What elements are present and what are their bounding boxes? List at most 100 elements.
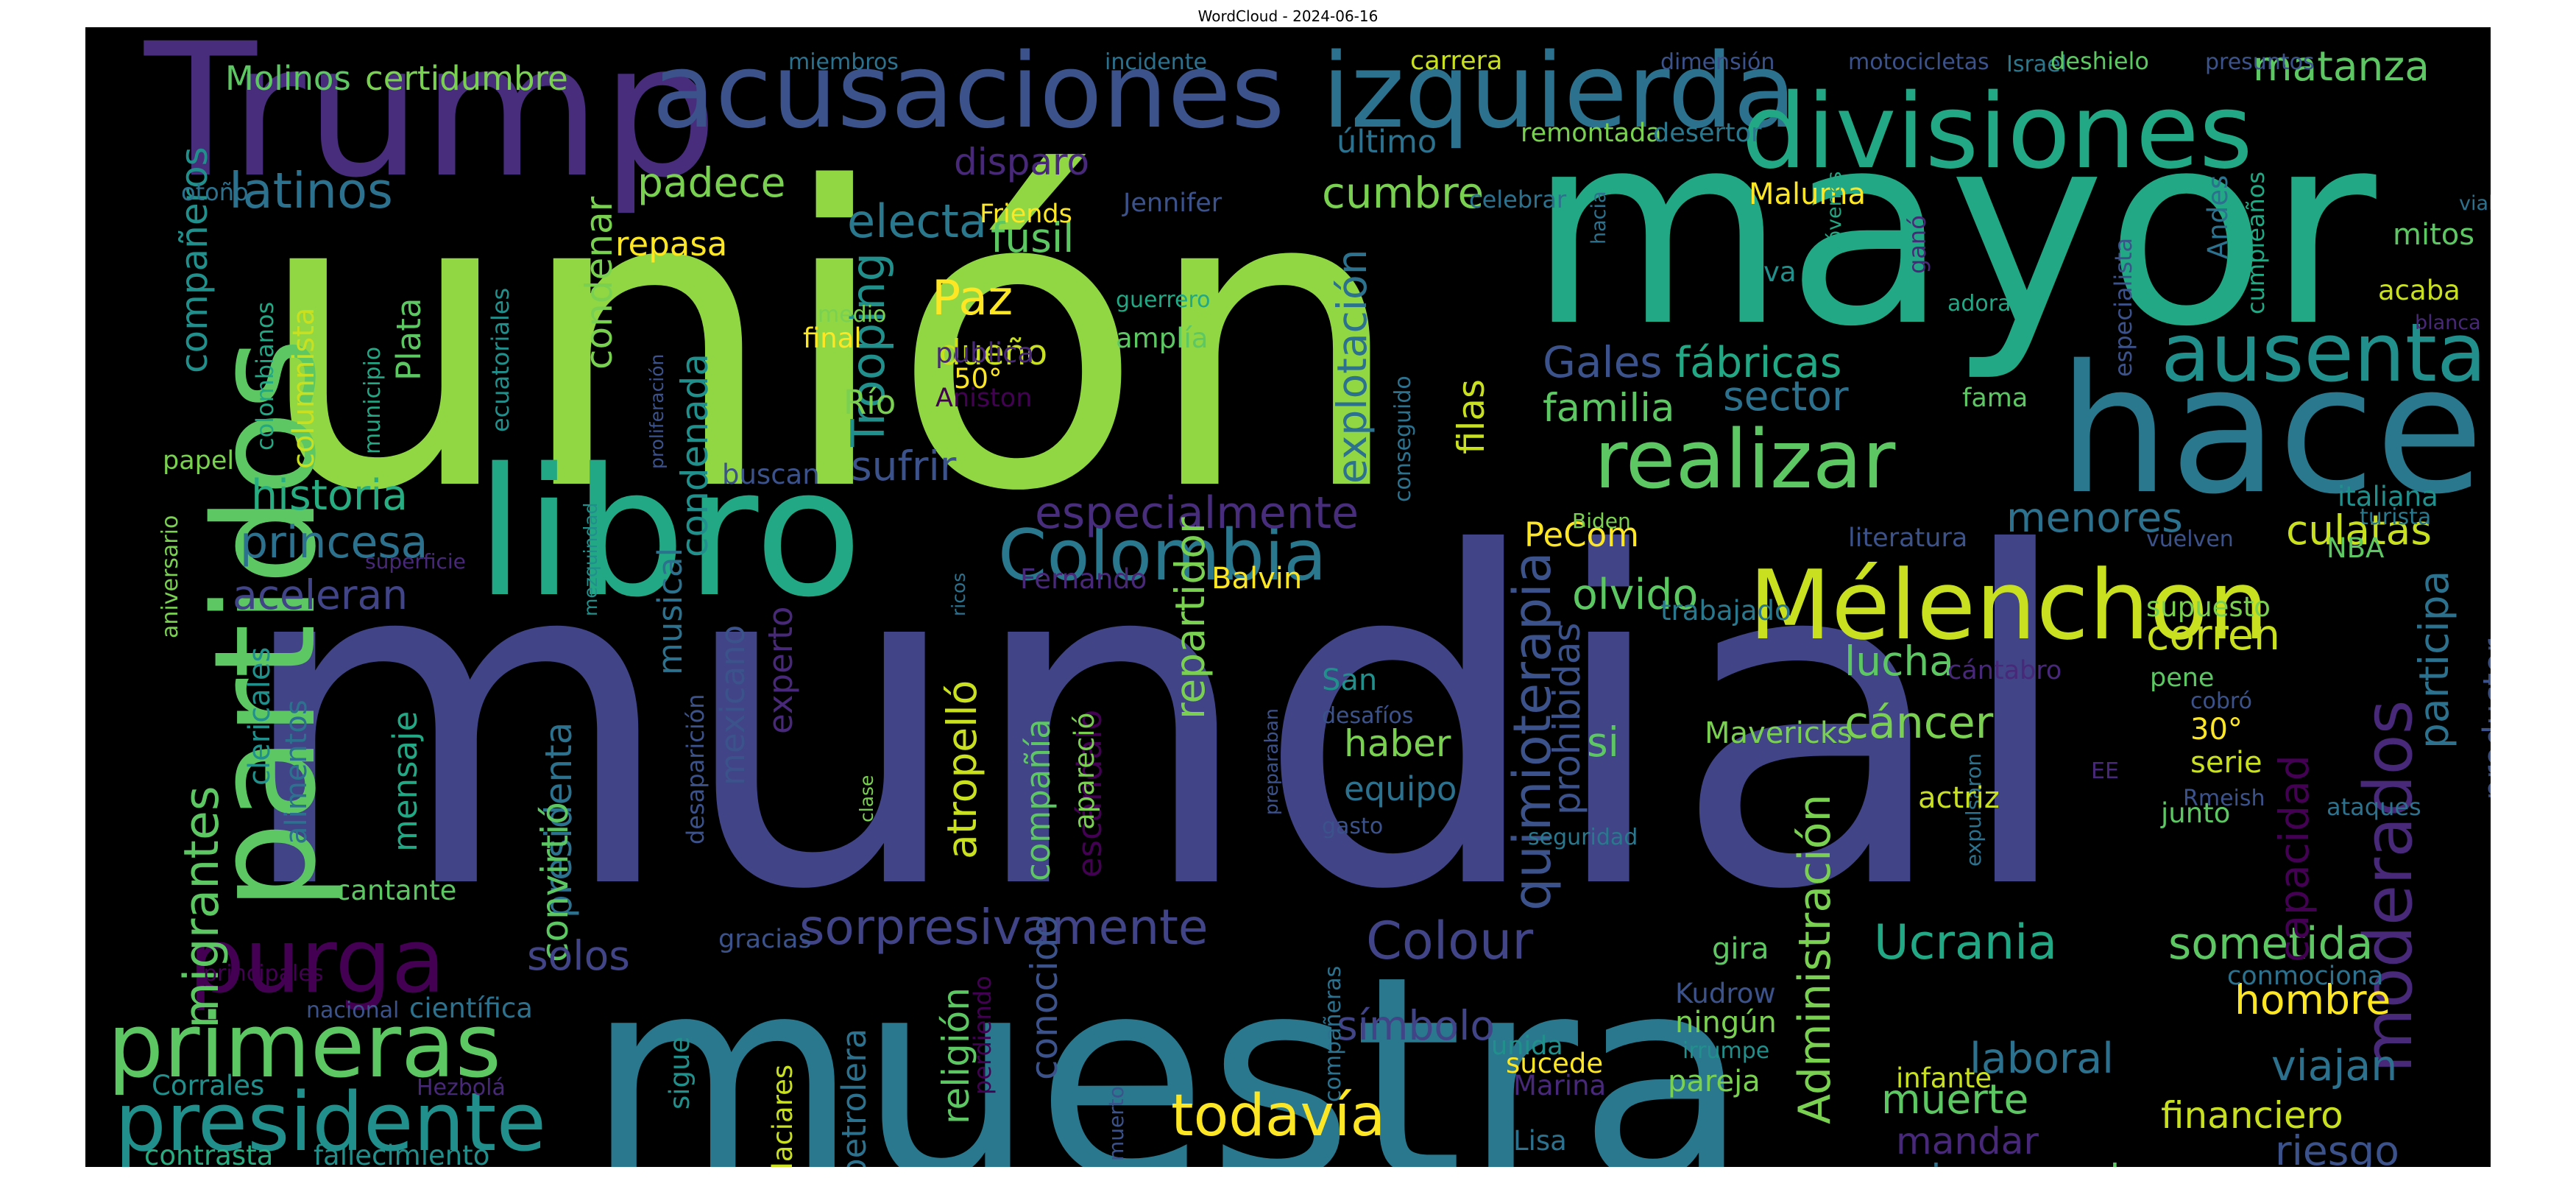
- word-23: Administración: [1789, 794, 1841, 1124]
- word-3: mayor: [1528, 76, 2379, 384]
- word-195: deshielo: [2050, 47, 2149, 75]
- word-6: partidos: [184, 338, 347, 911]
- word-138: ricos: [948, 573, 969, 616]
- word-115: jóvenes: [1823, 172, 1846, 249]
- word-32: historia: [251, 471, 408, 520]
- word-71: condenada: [673, 353, 716, 557]
- word-48: lucha: [1844, 638, 1954, 685]
- word-76: mexicano: [713, 625, 752, 786]
- word-178: compañeras: [1320, 966, 1346, 1102]
- word-38: cumbre: [1322, 168, 1484, 218]
- word-161: apareció: [1069, 713, 1100, 830]
- word-96: dueño: [939, 333, 1047, 373]
- word-39: Gales: [1543, 337, 1663, 387]
- word-60: cierran: [1911, 1157, 2039, 1167]
- word-18: moderados: [2350, 700, 2427, 1073]
- word-67: compañía: [1019, 719, 1058, 881]
- word-93: proliferación: [646, 354, 668, 469]
- word-116: hacia: [1588, 191, 1610, 244]
- word-128: buscan: [722, 459, 820, 490]
- word-174: glaciares: [767, 1065, 799, 1167]
- word-135: NBA: [2326, 532, 2384, 564]
- word-153: si: [1587, 719, 1619, 766]
- word-144: 30°: [2190, 713, 2243, 747]
- word-121: amplía: [1116, 322, 1208, 354]
- word-131: literatura: [1848, 523, 1967, 553]
- word-184: pareja: [1668, 1065, 1761, 1098]
- word-70: presidenta: [537, 722, 580, 918]
- word-159: seguridad: [1528, 825, 1638, 850]
- word-175: petrolera: [835, 1029, 874, 1167]
- word-158: gasto: [1322, 814, 1383, 839]
- word-185: infante: [1896, 1062, 1992, 1094]
- word-25: Trooping: [841, 253, 895, 448]
- word-50: participa: [2410, 571, 2458, 749]
- word-84: Plata: [389, 298, 428, 381]
- word-129: PeCom: [1524, 515, 1639, 554]
- word-37: electa: [847, 194, 987, 248]
- word-4: Trump: [144, 27, 718, 218]
- word-64: atropelló: [938, 680, 986, 859]
- word-149: junto: [2160, 797, 2230, 829]
- word-73: musical: [651, 548, 690, 675]
- word-104: Maluma: [1749, 177, 1866, 211]
- word-24: explotación: [1328, 249, 1376, 484]
- word-98: Río: [843, 383, 896, 422]
- wordcloud-canvas: mundial unión muestra mayor Trump libro partid…: [85, 27, 2491, 1167]
- word-82: columnista: [287, 308, 321, 469]
- word-196: presuntos: [2205, 49, 2315, 75]
- word-21: especialmente: [1035, 487, 1359, 539]
- word-28: sometida: [2168, 918, 2373, 970]
- word-155: desafíos: [1322, 703, 1413, 729]
- word-14: realizar: [1594, 412, 1896, 507]
- word-127: conseguido: [1390, 375, 1416, 502]
- word-8: acusaciones: [652, 32, 1285, 152]
- word-160: preparaban: [1261, 708, 1282, 815]
- word-190: miembros: [788, 49, 899, 75]
- word-103: desertor: [1653, 119, 1762, 148]
- word-65: religión: [935, 987, 977, 1124]
- word-12: primeras: [107, 995, 501, 1098]
- word-92: superficie: [365, 549, 466, 574]
- word-122: medio: [818, 302, 886, 328]
- word-113: vial: [2459, 192, 2491, 215]
- word-79: aceleran: [233, 571, 408, 618]
- word-86: municipio: [360, 347, 386, 454]
- word-191: incidente: [1105, 49, 1207, 75]
- word-111: acaba: [2378, 275, 2460, 306]
- word-170: Hezbolá: [417, 1075, 506, 1101]
- word-163: desaparición: [682, 694, 710, 844]
- word-5: libro: [475, 430, 863, 636]
- word-189: conmociona: [2227, 962, 2383, 991]
- word-91: aniversario: [158, 515, 183, 638]
- word-56: muerte: [1881, 1076, 2028, 1123]
- word-19: todavía: [1171, 1083, 1385, 1149]
- word-109: cumpleaños: [2242, 172, 2270, 314]
- word-141: cántabro: [1947, 656, 2062, 685]
- word-186: ningún: [1675, 1006, 1777, 1040]
- word-167: nacional: [306, 998, 399, 1023]
- word-47: cáncer: [1844, 697, 1994, 749]
- word-72: condenar: [578, 196, 620, 370]
- word-40: fábricas: [1675, 339, 1841, 387]
- word-147: EE: [2091, 758, 2119, 784]
- word-151: actriz: [1918, 781, 2000, 815]
- word-29: migrantes: [174, 786, 230, 1029]
- word-68: escándalo: [1070, 710, 1109, 878]
- word-100: filas: [1450, 379, 1493, 454]
- word-183: irrumpe: [1682, 1038, 1769, 1064]
- word-45: menores: [2006, 494, 2183, 541]
- word-0: mundial: [233, 459, 2078, 990]
- word-165: gracias: [718, 925, 812, 954]
- word-89: otoño: [181, 178, 249, 206]
- word-177: muerto: [1104, 1086, 1128, 1161]
- word-140: supuesto: [2146, 591, 2271, 623]
- word-42: sector: [1723, 373, 1849, 420]
- word-75: mensaje: [386, 711, 425, 852]
- word-119: Jennifer: [1122, 188, 1222, 218]
- word-125: 50°: [954, 363, 1002, 395]
- word-31: princesa: [240, 517, 428, 568]
- word-126: Aniston: [935, 384, 1032, 413]
- word-188: gira: [1712, 932, 1769, 966]
- word-120: guerrero: [1116, 287, 1210, 313]
